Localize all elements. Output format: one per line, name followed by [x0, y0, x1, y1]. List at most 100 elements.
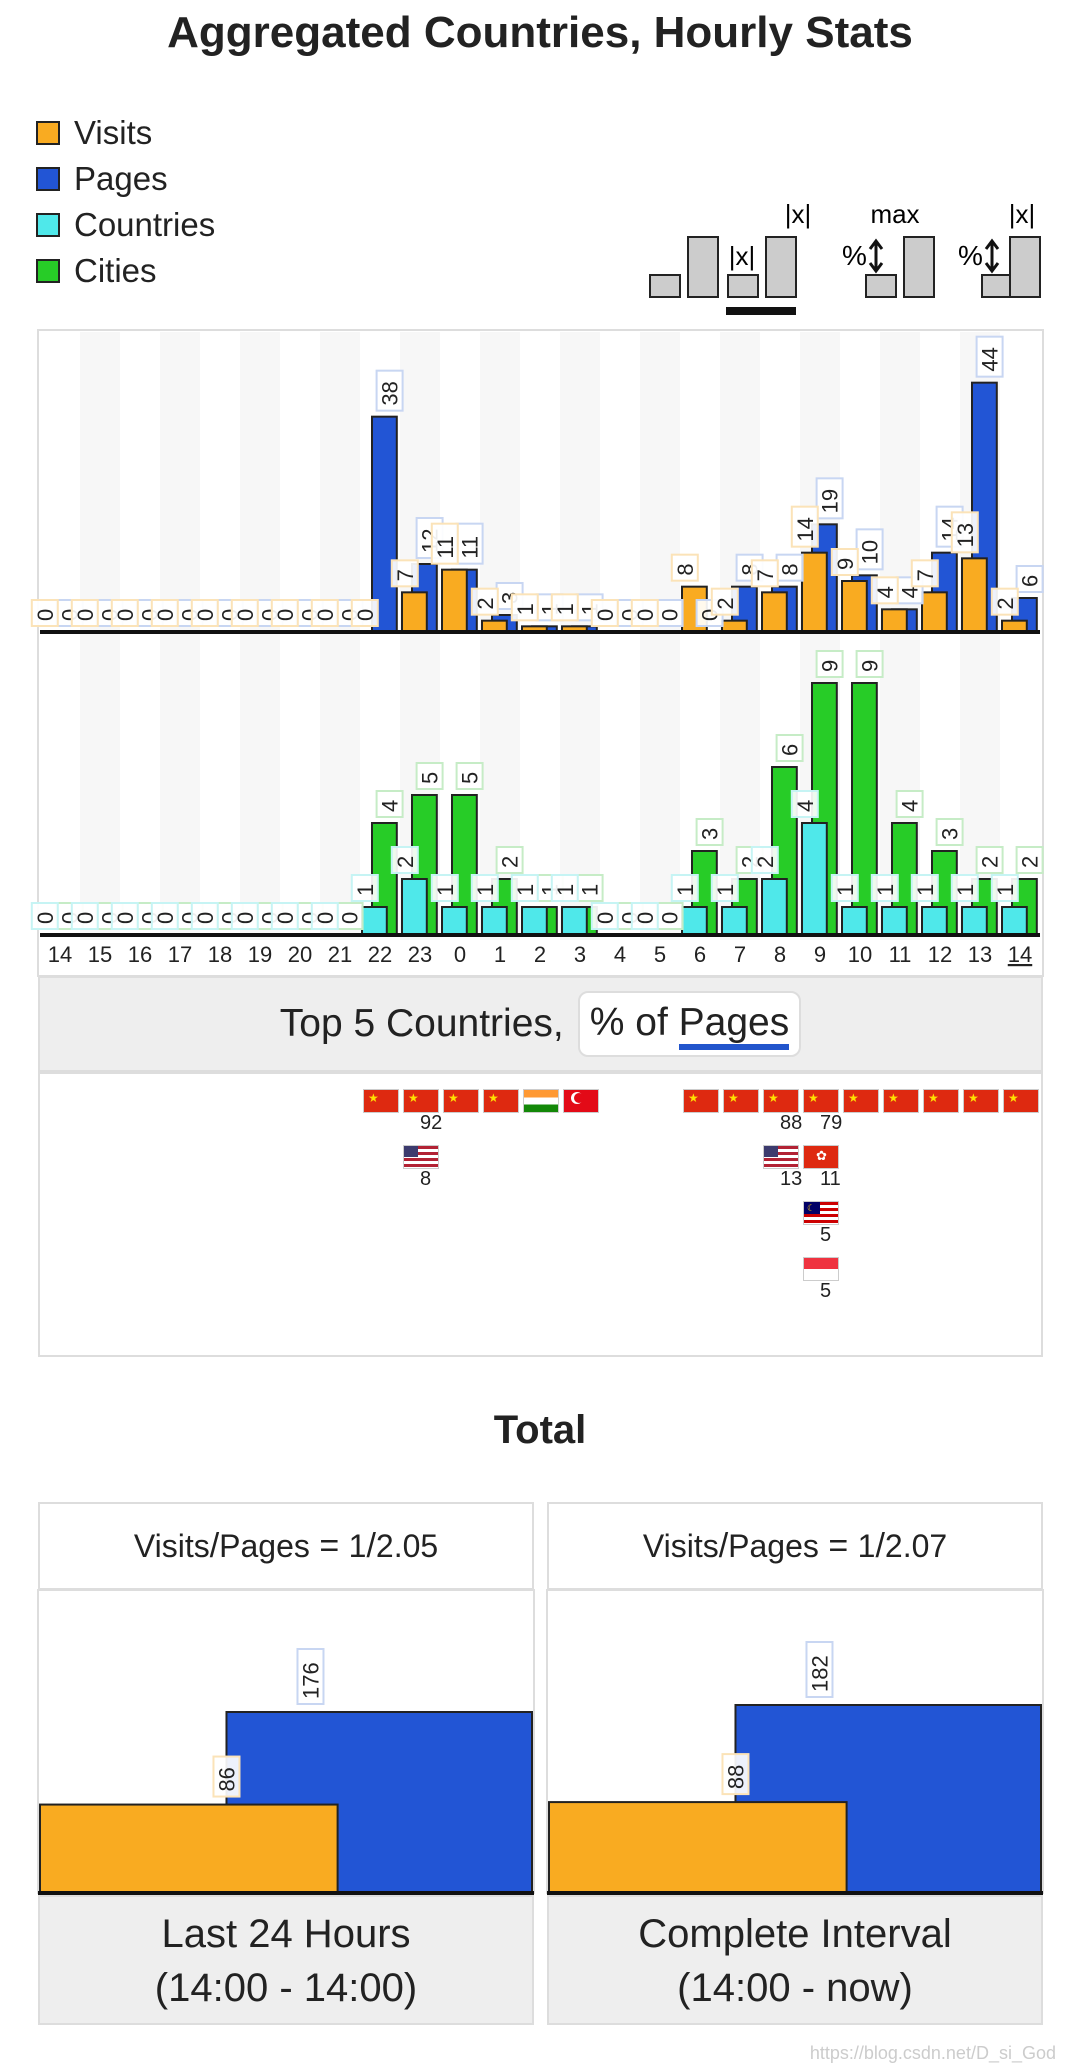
- countries-cities-bar-countries: [961, 906, 988, 936]
- svg-text:0: 0: [313, 912, 338, 924]
- hour-tick-label: 15: [88, 942, 112, 967]
- countries-cities-label-countries: 1: [430, 874, 459, 902]
- svg-text:1: 1: [473, 884, 498, 896]
- legend-item-visits[interactable]: Visits: [36, 110, 215, 156]
- svg-text:1: 1: [673, 884, 698, 896]
- countries-cities-label-cities: 5: [415, 762, 444, 790]
- svg-text:0: 0: [113, 609, 138, 621]
- svg-text:0: 0: [353, 609, 378, 621]
- legend: Visits Pages Countries Cities: [36, 110, 215, 294]
- ratio-value: 2.07: [884, 1527, 948, 1564]
- svg-text:1: 1: [713, 884, 738, 896]
- flag-pct-label: 11: [820, 1168, 841, 1190]
- scale-selected-indicator: [726, 307, 796, 315]
- label-last24-line1: Last 24 Hours: [161, 1912, 411, 1956]
- countries-cities-label-countries: 0: [630, 902, 659, 930]
- svg-text:8: 8: [673, 563, 698, 575]
- legend-item-countries[interactable]: Countries: [36, 202, 215, 248]
- visits-pages-label-visits: 0: [270, 599, 299, 627]
- svg-text:0: 0: [153, 609, 178, 621]
- legend-swatch-countries: [36, 213, 60, 237]
- visits-pages-label-visits: 1: [510, 593, 539, 622]
- visits-pages-label-visits: 0: [190, 599, 219, 627]
- svg-text:19: 19: [818, 489, 843, 513]
- countries-cities-label-countries: 0: [30, 902, 59, 930]
- countries-cities-bar-countries: [921, 906, 948, 936]
- flag-cn-icon: ★: [1004, 1090, 1038, 1112]
- legend-swatch-cities: [36, 259, 60, 283]
- top5-countries-panel: ★ ★ 92 ★ ★ ★ ★ ★ 88 ★ 79 ★ ★ ★ ★ ★ 8 13 ✿ 11 ☾ 5 5: [38, 1072, 1043, 1357]
- countries-cities-label-cities: 6: [775, 734, 804, 762]
- ratio-complete: Visits / Pages = 1/2.07: [547, 1502, 1043, 1590]
- svg-text:1: 1: [513, 603, 538, 615]
- svg-text:9: 9: [833, 558, 858, 570]
- scale-abs-pct-button[interactable]: |x| %: [958, 199, 1041, 298]
- hour-tick-label: 22: [368, 942, 392, 967]
- svg-text:9: 9: [858, 660, 883, 672]
- flag-cn-icon: ★: [964, 1090, 998, 1112]
- hour-stripe: [720, 332, 760, 940]
- hour-tick-label: 14: [48, 942, 72, 967]
- total-complete-bar-visits: [548, 1801, 848, 1894]
- svg-text:1: 1: [993, 884, 1018, 896]
- legend-item-cities[interactable]: Cities: [36, 248, 215, 294]
- ratio-num: Visits: [642, 1527, 719, 1564]
- visits-pages-label-pages: 19: [815, 477, 844, 520]
- flag-pct-label: 88: [780, 1112, 803, 1134]
- top5-metric-selector[interactable]: % of Pages: [577, 991, 802, 1057]
- svg-text:0: 0: [73, 609, 98, 621]
- svg-text:9: 9: [818, 660, 843, 672]
- visits-pages-label-visits: 0: [30, 599, 59, 627]
- scale-abs-button[interactable]: |x| |x|: [726, 199, 811, 315]
- legend-label-cities: Cities: [74, 252, 157, 289]
- hour-tick-label: 0: [454, 942, 466, 967]
- flag-pct-label: 79: [820, 1112, 843, 1134]
- visits-pages-bar-visits: [921, 591, 948, 633]
- svg-text:44: 44: [978, 347, 1003, 371]
- scale-max-pct-button[interactable]: max %: [842, 199, 935, 298]
- hour-tick-label: 16: [128, 942, 152, 967]
- countries-cities-label-countries: 1: [870, 874, 899, 902]
- scale-linear-button[interactable]: [649, 236, 719, 298]
- visits-pages-bar-visits: [961, 557, 988, 633]
- countries-cities-label-cities: 2: [1015, 846, 1044, 874]
- flag-cn-icon: ★: [484, 1090, 518, 1112]
- countries-cities-label-countries: 2: [390, 846, 419, 874]
- countries-cities-label-cities: 9: [815, 650, 844, 678]
- svg-text:4: 4: [873, 586, 898, 598]
- flag-cn-icon: ★: [924, 1090, 958, 1112]
- countries-cities-label-countries: 0: [190, 902, 219, 930]
- visits-pages-label-visits: 0: [630, 599, 659, 627]
- countries-cities-label-countries: 0: [590, 902, 619, 930]
- ratio-last24: Visits / Pages = 1/2.05: [38, 1502, 534, 1590]
- countries-cities-label-cities: 2: [975, 846, 1004, 874]
- hour-tick-label: 6: [694, 942, 706, 967]
- svg-text:176: 176: [298, 1662, 323, 1699]
- countries-cities-label-cities: 5: [455, 762, 484, 790]
- svg-text:2: 2: [753, 856, 778, 868]
- svg-text:182: 182: [807, 1655, 832, 1692]
- total-title: Total: [493, 1408, 587, 1452]
- svg-text:0: 0: [193, 912, 218, 924]
- legend-label-countries: Countries: [74, 206, 216, 243]
- hour-tick-label: 1: [494, 942, 506, 967]
- hour-tick-label: 13: [968, 942, 992, 967]
- countries-cities-label-countries: 1: [910, 874, 939, 902]
- svg-text:7: 7: [393, 569, 418, 581]
- visits-pages-bar-visits: [801, 551, 828, 634]
- hour-stripe: [80, 332, 120, 940]
- countries-cities-label-cities: 4: [375, 790, 404, 818]
- flag-us-icon: [404, 1146, 438, 1168]
- hour-tick-label: 20: [288, 942, 312, 967]
- legend-item-pages[interactable]: Pages: [36, 156, 215, 202]
- countries-cities-label-countries: 1: [470, 874, 499, 902]
- hour-tick-label: 8: [774, 942, 786, 967]
- abs-label-tall: |x|: [785, 199, 812, 229]
- visits-pages-label-visits: 0: [310, 599, 339, 627]
- countries-cities-bar-countries: [561, 906, 588, 936]
- visits-pages-label-visits: 11: [430, 522, 459, 565]
- countries-cities-label-countries: 0: [310, 902, 339, 930]
- hour-tick-label: 7: [734, 942, 746, 967]
- countries-cities-label-countries: 1: [990, 874, 1019, 902]
